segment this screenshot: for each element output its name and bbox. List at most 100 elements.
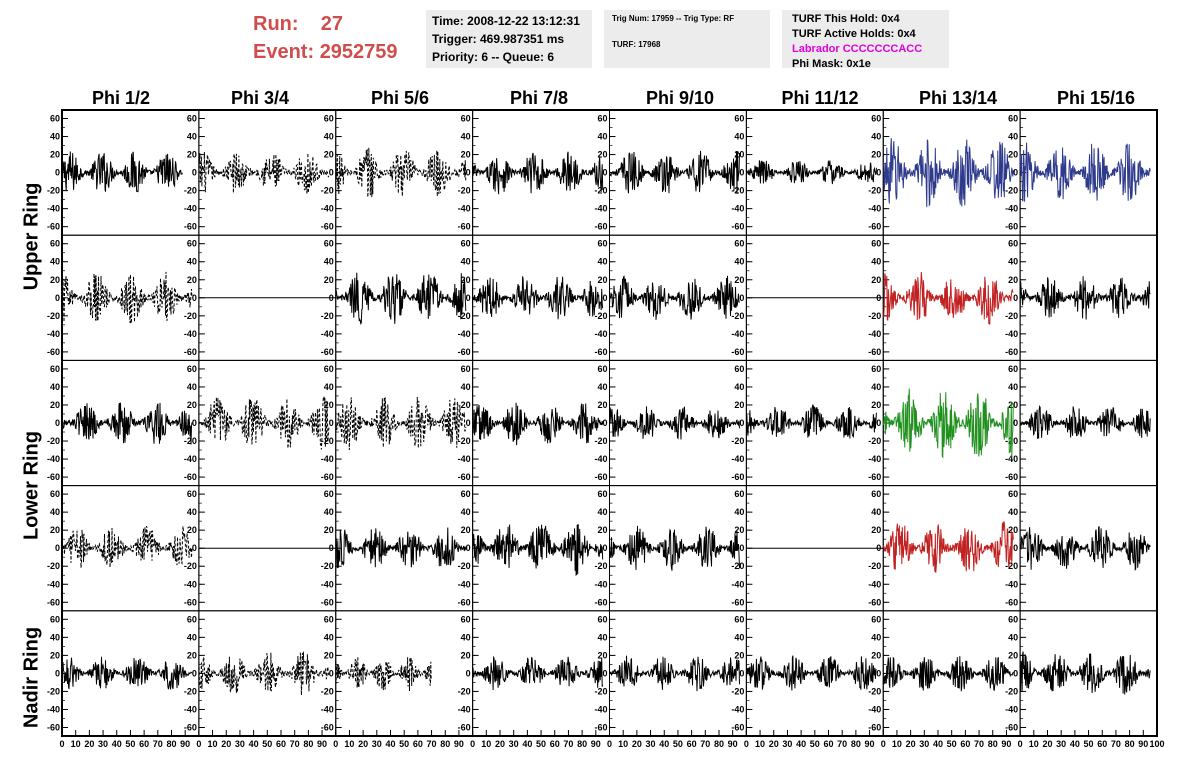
y-tick-label: -20: [321, 186, 334, 196]
y-tick-label: 0: [329, 418, 334, 428]
y-tick-label: 40: [734, 257, 744, 267]
y-tick-label: 20: [1008, 525, 1018, 535]
y-tick-label: 20: [50, 650, 60, 660]
x-tick-label: 0: [333, 739, 338, 749]
y-tick-label: 0: [1013, 668, 1018, 678]
x-tick-label: 90: [591, 739, 601, 749]
x-tick-label: 40: [1070, 739, 1080, 749]
y-tick-label: -60: [458, 347, 471, 357]
y-tick-label: 0: [466, 168, 471, 178]
y-tick-label: 0: [192, 293, 197, 303]
waveform-trace: [335, 147, 467, 198]
y-tick-label: -60: [731, 472, 744, 482]
waveform-trace: [745, 160, 877, 185]
y-tick-label: 0: [466, 418, 471, 428]
waveform-trace: [472, 655, 604, 691]
y-tick-label: -60: [1005, 347, 1018, 357]
y-tick-label: 0: [55, 418, 60, 428]
column-title-phi-1-2: Phi 1/2: [91, 88, 151, 108]
y-tick-label: -20: [458, 311, 471, 321]
y-tick-label: 40: [1008, 257, 1018, 267]
y-tick-label: 40: [597, 632, 607, 642]
y-tick-label: 40: [187, 507, 197, 517]
turf-info-box: TURF This Hold: 0x4 TURF Active Holds: 0…: [782, 10, 949, 70]
y-tick-label: 60: [187, 614, 197, 624]
y-tick-label: 60: [734, 614, 744, 624]
turf-text: TURF: 17968: [612, 40, 661, 49]
y-tick-label: 40: [734, 632, 744, 642]
trigger-text: Trigger: 469.987351 ms: [432, 32, 565, 46]
x-tick-label: 80: [440, 739, 450, 749]
y-tick-label: 40: [50, 257, 60, 267]
y-tick-label: 60: [597, 114, 607, 124]
x-tick-label: 60: [687, 739, 697, 749]
column-title-phi-15-16: Phi 15/16: [1056, 88, 1136, 108]
x-tick-label: 70: [290, 739, 300, 749]
y-tick-label: 60: [324, 614, 334, 624]
y-tick-label: 0: [602, 668, 607, 678]
x-tick-label: 40: [385, 739, 395, 749]
y-tick-label: 60: [50, 239, 60, 249]
y-tick-label: -60: [184, 347, 197, 357]
y-tick-label: 0: [602, 168, 607, 178]
y-tick-label: 20: [597, 400, 607, 410]
x-tick-label: 30: [1056, 739, 1066, 749]
y-tick-label: 60: [871, 489, 881, 499]
y-tick-label: -60: [184, 722, 197, 732]
y-tick-label: -40: [458, 454, 471, 464]
y-tick-label: 0: [192, 668, 197, 678]
y-tick-label: -20: [1005, 311, 1018, 321]
y-tick-label: -40: [868, 454, 881, 464]
waveform-trace: [472, 402, 604, 446]
y-tick-label: -20: [321, 561, 334, 571]
y-tick-label: -40: [594, 204, 607, 214]
x-tick-label: 70: [427, 739, 437, 749]
y-tick-label: 0: [329, 668, 334, 678]
y-tick-label: -60: [321, 222, 334, 232]
y-tick-label: -20: [594, 436, 607, 446]
x-tick-label: 10: [1029, 739, 1039, 749]
y-tick-label: 20: [187, 525, 197, 535]
y-tick-label: 0: [602, 418, 607, 428]
y-tick-label: 60: [50, 489, 60, 499]
y-tick-label: 0: [192, 168, 197, 178]
y-tick-label: -40: [321, 329, 334, 339]
y-tick-label: 60: [1008, 239, 1018, 249]
y-tick-label: 40: [50, 507, 60, 517]
y-tick-label: 0: [739, 293, 744, 303]
y-tick-label: -20: [47, 686, 60, 696]
y-tick-label: 40: [1008, 132, 1018, 142]
y-tick-label: -40: [458, 329, 471, 339]
y-tick-label: 20: [50, 275, 60, 285]
x-tick-label: 40: [933, 739, 943, 749]
y-tick-label: -60: [868, 722, 881, 732]
x-tick-label: 0: [59, 739, 64, 749]
y-tick-label: -60: [1005, 597, 1018, 607]
y-tick-label: -40: [184, 329, 197, 339]
y-tick-label: -20: [1005, 186, 1018, 196]
x-tick-label: 40: [796, 739, 806, 749]
y-tick-label: -60: [321, 472, 334, 482]
y-tick-label: -20: [47, 436, 60, 446]
y-tick-label: -60: [868, 222, 881, 232]
y-tick-label: -40: [731, 579, 744, 589]
y-tick-label: 40: [324, 382, 334, 392]
y-tick-label: -40: [731, 704, 744, 714]
x-tick-label: 30: [372, 739, 382, 749]
y-tick-label: 20: [324, 400, 334, 410]
y-tick-label: 60: [324, 364, 334, 374]
waveform-trace: [609, 525, 740, 571]
x-tick-label: 0: [196, 739, 201, 749]
x-tick-label: 30: [509, 739, 519, 749]
x-tick-label: 20: [1042, 739, 1052, 749]
y-tick-label: -20: [184, 311, 197, 321]
y-tick-label: -20: [731, 436, 744, 446]
y-tick-label: 20: [187, 275, 197, 285]
y-tick-label: -20: [47, 561, 60, 571]
y-tick-label: -40: [731, 329, 744, 339]
x-tick-label: 60: [550, 739, 560, 749]
y-tick-label: 20: [324, 150, 334, 160]
x-tick-label: 0: [1018, 739, 1023, 749]
y-tick-label: 60: [1008, 364, 1018, 374]
y-tick-label: 60: [1008, 114, 1018, 124]
